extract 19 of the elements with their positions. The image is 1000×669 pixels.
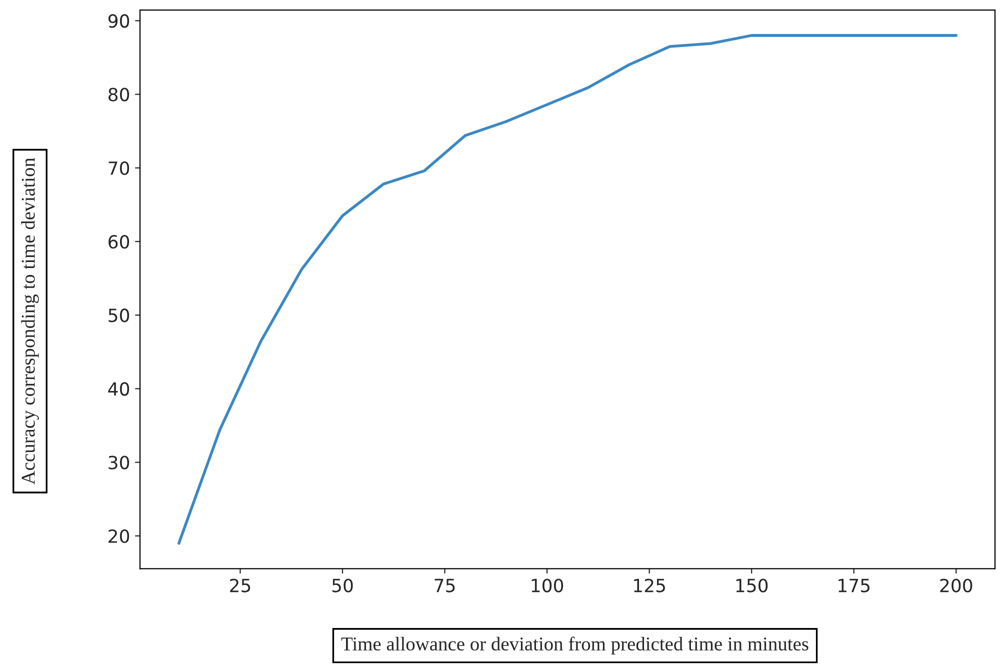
x-tick-label: 25 xyxy=(230,578,250,592)
x-tick-label: 175 xyxy=(838,578,870,592)
y-tick-label: 50 xyxy=(108,308,130,322)
x-tick-label: 125 xyxy=(634,578,665,592)
x-tick-label: 150 xyxy=(736,578,768,592)
y-tick-label: 40 xyxy=(108,382,130,396)
y-tick-label: 80 xyxy=(108,88,130,102)
y-tick-label: 30 xyxy=(108,456,130,470)
x-tick-label: 100 xyxy=(532,578,564,592)
y-tick-label: 70 xyxy=(108,161,130,176)
y-tick-label: 20 xyxy=(108,529,130,544)
x-tick-label: 75 xyxy=(434,578,455,592)
y-tick-label: 90 xyxy=(108,14,130,28)
y-tick-label: 60 xyxy=(108,234,130,249)
y-axis-title: Accuracy corresponding to time deviation xyxy=(21,158,39,485)
x-tick-label: 50 xyxy=(332,578,353,592)
x-axis-title: Time allowance or deviation from predicted time in minutes xyxy=(341,636,808,654)
x-tick-label: 200 xyxy=(940,578,972,592)
line-series xyxy=(177,34,958,545)
